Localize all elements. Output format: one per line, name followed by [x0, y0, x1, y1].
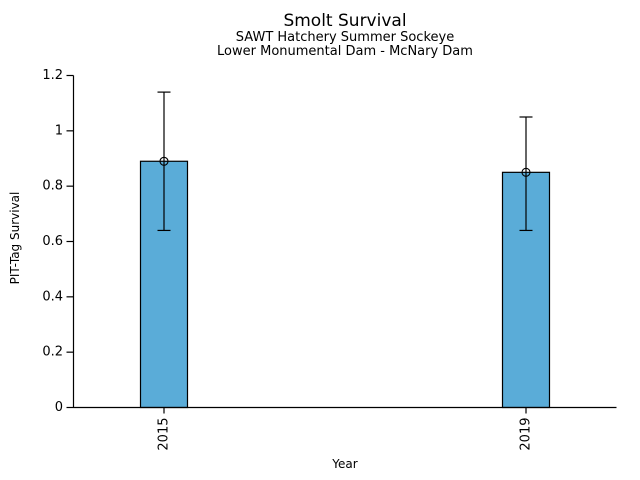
- chart-subtitle-line1: SAWT Hatchery Summer Sockeye: [235, 30, 455, 45]
- y-tick-label: 0.6: [42, 234, 63, 249]
- point-marker-2015: [159, 156, 169, 166]
- y-axis-label: PIT-Tag Survival: [8, 191, 22, 285]
- chart-title: Smolt Survival: [283, 11, 407, 31]
- x-axis-label: Year: [332, 457, 358, 471]
- y-tick-label: 1: [55, 123, 63, 138]
- x-tick-label: 2019: [519, 418, 534, 451]
- y-tick-label: 0: [55, 400, 63, 415]
- chart-subtitle-line2: Lower Monumental Dam - McNary Dam: [217, 44, 473, 59]
- y-tick-label: 0.2: [42, 345, 63, 360]
- y-tick-label: 1.2: [42, 68, 63, 83]
- point-marker-2019: [521, 167, 531, 177]
- y-tick-label: 0.8: [42, 179, 63, 194]
- y-tick-label: 0.4: [42, 289, 63, 304]
- x-tick-label: 2015: [157, 418, 172, 451]
